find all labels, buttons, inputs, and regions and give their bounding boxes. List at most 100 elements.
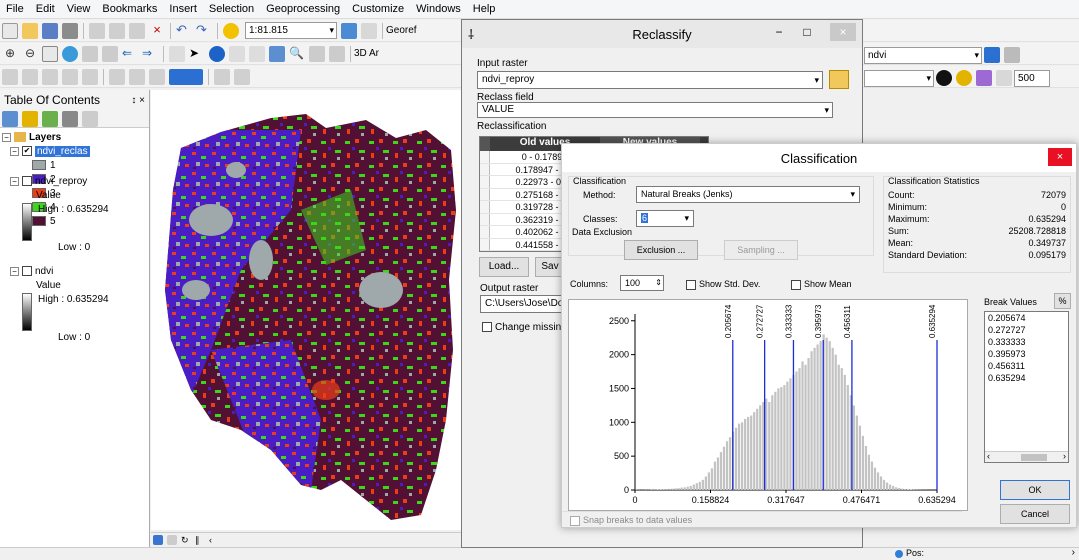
cancel-button[interactable]: Cancel	[1000, 504, 1070, 524]
georef-label[interactable]: Georef	[386, 25, 417, 36]
draw-tool-icon[interactable]	[2, 68, 18, 85]
swipe-icon[interactable]	[976, 70, 992, 86]
pause-icon[interactable]: ∥	[195, 534, 200, 545]
histogram-chart[interactable]: 0 500 1000 1500 2000 2500 0 0.158824 0.317647 0.4…	[568, 299, 968, 511]
table-icon[interactable]	[361, 22, 377, 39]
menu-windows[interactable]: Windows	[416, 2, 461, 15]
break-value-item[interactable]: 0.272727	[988, 325, 1026, 335]
undo-icon[interactable]: ↶	[176, 21, 187, 37]
scroll-right-icon[interactable]: ›	[1063, 451, 1066, 461]
scroll-left-icon[interactable]: ‹	[987, 451, 990, 461]
input-raster-combo[interactable]: ndvi_reproy ▾	[477, 71, 823, 89]
minimize-icon[interactable]: −	[775, 25, 783, 39]
menu-selection[interactable]: Selection	[208, 2, 255, 15]
method-combo[interactable]: Natural Breaks (Jenks) ▾	[636, 186, 860, 203]
zoom-in-icon[interactable]: ⊕	[4, 45, 16, 60]
open-folder-icon[interactable]	[829, 70, 849, 89]
row-header[interactable]	[480, 213, 490, 225]
reclass-field-combo[interactable]: VALUE ▾	[477, 102, 833, 118]
layer-ndvi[interactable]: ndvi	[35, 266, 54, 277]
menu-geoprocessing[interactable]: Geoprocessing	[266, 2, 341, 15]
select-elements-icon[interactable]: ➤	[189, 45, 200, 60]
toc-pin-close[interactable]: ↕ ×	[131, 94, 145, 106]
draw-tool-icon[interactable]	[234, 68, 250, 85]
row-header[interactable]	[480, 238, 490, 250]
collapse-icon[interactable]: −	[2, 132, 11, 142]
identify-icon[interactable]	[209, 45, 225, 62]
menu-edit[interactable]: Edit	[35, 2, 55, 15]
copy-icon[interactable]	[109, 22, 125, 39]
full-extent-icon[interactable]	[62, 45, 78, 62]
go-to-xy-icon[interactable]	[309, 45, 325, 62]
menu-customize[interactable]: Customize	[352, 2, 405, 15]
draw-tool-icon[interactable]	[214, 68, 230, 85]
draw-tool-icon[interactable]	[149, 68, 165, 85]
horizontal-scrollbar[interactable]: ‹ ›	[985, 451, 1068, 462]
show-std-checkbox[interactable]	[686, 279, 696, 290]
draw-tool-icon[interactable]	[109, 68, 125, 85]
forward-icon[interactable]: ⇒	[142, 45, 153, 60]
list-by-source-icon[interactable]	[22, 110, 38, 127]
legend-class-item[interactable]: 5	[2, 215, 147, 229]
columns-spinner[interactable]: 100 ⇕	[620, 275, 664, 291]
time-slider-icon[interactable]	[329, 45, 345, 62]
display-combo[interactable]: ▾	[864, 69, 934, 87]
snap-breaks-checkbox[interactable]	[570, 515, 580, 526]
list-by-drawing-order-icon[interactable]	[2, 110, 18, 127]
redo-icon[interactable]: ↷	[196, 21, 207, 37]
3d-analyst-label[interactable]: 3D Ar	[354, 48, 380, 59]
break-value-item[interactable]: 0.395973	[988, 349, 1026, 359]
scroll-left-icon[interactable]: ‹	[209, 534, 212, 545]
delete-icon[interactable]: ×	[153, 21, 161, 37]
list-by-visibility-icon[interactable]	[42, 110, 58, 127]
break-value-item[interactable]: 0.456311	[988, 361, 1025, 371]
menu-insert[interactable]: Insert	[169, 2, 197, 15]
collapse-icon[interactable]: −	[10, 176, 19, 186]
fixed-zoom-in-icon[interactable]	[82, 45, 98, 62]
refresh-icon[interactable]: ↻	[181, 534, 189, 545]
visibility-checkbox[interactable]	[22, 176, 32, 187]
maximize-icon[interactable]: □	[803, 25, 811, 39]
select-features-icon[interactable]	[169, 45, 185, 62]
contrast-icon[interactable]	[936, 70, 952, 86]
break-value-item[interactable]: 0.635294	[988, 373, 1026, 383]
measure-icon[interactable]	[269, 45, 285, 62]
back-icon[interactable]: ⇐	[122, 45, 133, 60]
ok-button[interactable]: OK	[1000, 480, 1070, 500]
break-value-item[interactable]: 0.333333	[988, 337, 1026, 347]
menu-bookmarks[interactable]: Bookmarks	[102, 2, 158, 15]
color-ramp-icon[interactable]	[169, 68, 203, 85]
exclusion-button[interactable]: Exclusion ...	[624, 240, 698, 260]
legend-class-item[interactable]: 4	[2, 201, 147, 215]
layer-tool-icon[interactable]	[1004, 47, 1020, 63]
add-data-icon[interactable]	[223, 22, 239, 39]
break-value-item[interactable]: 0.205674	[988, 313, 1026, 323]
zoom-out-icon[interactable]: ⊖	[24, 45, 36, 60]
close-icon[interactable]: ×	[1048, 148, 1072, 166]
legend-class-item[interactable]: 1	[2, 159, 147, 173]
pan-icon[interactable]	[42, 45, 58, 62]
data-view-icon[interactable]	[153, 534, 163, 545]
draw-tool-icon[interactable]	[42, 68, 58, 85]
menu-help[interactable]: Help	[472, 2, 496, 15]
scale-combo[interactable]: 1:81.815 ▾	[245, 22, 337, 39]
load-button[interactable]: Load...	[479, 257, 529, 277]
layer-tool-icon[interactable]	[984, 47, 1000, 63]
close-icon[interactable]: ×	[830, 23, 856, 41]
flicker-icon[interactable]	[996, 70, 1012, 86]
scroll-thumb[interactable]	[1021, 454, 1047, 461]
draw-tool-icon[interactable]	[129, 68, 145, 85]
break-values-list[interactable]: 0.205674 0.272727 0.333333 0.395973 0.456311…	[984, 311, 1069, 463]
draw-tool-icon[interactable]	[82, 68, 98, 85]
print-icon[interactable]	[62, 22, 78, 39]
row-header[interactable]	[480, 226, 490, 238]
legend-class-item[interactable]: 3	[2, 187, 147, 201]
html-popup-icon[interactable]	[249, 45, 265, 62]
row-header[interactable]	[480, 176, 490, 188]
editor-icon[interactable]	[341, 22, 357, 39]
row-header[interactable]	[480, 201, 490, 213]
collapse-icon[interactable]: −	[10, 266, 19, 276]
layer-combo[interactable]: ndvi ▾	[864, 46, 982, 64]
visibility-checkbox[interactable]	[22, 266, 32, 277]
cut-icon[interactable]	[89, 22, 105, 39]
